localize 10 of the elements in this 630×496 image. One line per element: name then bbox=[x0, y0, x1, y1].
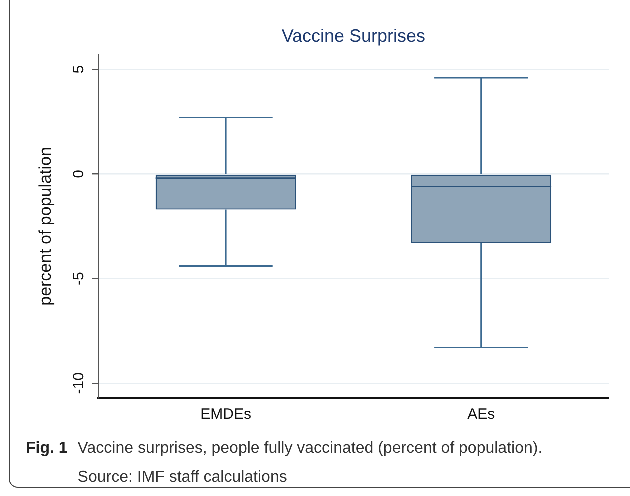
x-tick-label: EMDEs bbox=[200, 406, 252, 424]
text: Vaccine surprises, people fully vaccinated (percent of population). Source: IMF staff calculations bbox=[78, 439, 544, 488]
y-tick-label: 0 bbox=[70, 170, 88, 178]
y-tick-label: -5 bbox=[70, 272, 88, 286]
y-tick-label: 5 bbox=[70, 65, 88, 74]
y-axis-title: percent of population bbox=[36, 147, 55, 306]
y-tick-label: -10 bbox=[70, 372, 88, 394]
chart-title: Vaccine Surprises bbox=[280, 26, 427, 47]
x-tick-label: AEs bbox=[468, 406, 496, 424]
caption: Fig. 1 bbox=[26, 439, 68, 459]
